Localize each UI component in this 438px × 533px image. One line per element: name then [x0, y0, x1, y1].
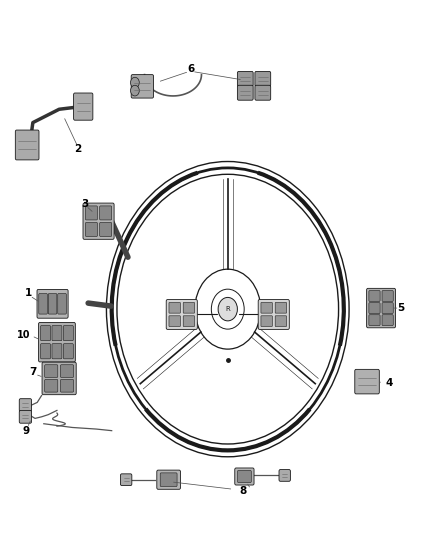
FancyBboxPatch shape [41, 344, 50, 359]
FancyBboxPatch shape [183, 316, 194, 326]
Text: 1: 1 [25, 288, 32, 298]
FancyBboxPatch shape [60, 379, 74, 392]
FancyBboxPatch shape [169, 316, 180, 326]
FancyBboxPatch shape [183, 303, 194, 313]
Circle shape [218, 297, 237, 321]
FancyBboxPatch shape [255, 85, 271, 100]
FancyBboxPatch shape [64, 326, 73, 341]
FancyBboxPatch shape [45, 365, 58, 377]
FancyBboxPatch shape [41, 326, 50, 341]
FancyBboxPatch shape [261, 303, 272, 313]
FancyBboxPatch shape [83, 203, 114, 239]
FancyBboxPatch shape [275, 303, 286, 313]
Text: 7: 7 [29, 367, 36, 377]
Text: 5: 5 [397, 303, 404, 313]
Text: 2: 2 [74, 144, 81, 154]
Text: 4: 4 [385, 378, 392, 387]
FancyBboxPatch shape [39, 322, 75, 362]
Text: 6: 6 [187, 64, 194, 74]
FancyBboxPatch shape [37, 289, 68, 318]
FancyBboxPatch shape [52, 344, 62, 359]
FancyBboxPatch shape [74, 93, 93, 120]
FancyBboxPatch shape [255, 71, 271, 86]
FancyBboxPatch shape [279, 470, 290, 481]
Text: 10: 10 [18, 330, 31, 340]
FancyBboxPatch shape [100, 222, 112, 237]
FancyBboxPatch shape [261, 316, 272, 326]
FancyBboxPatch shape [369, 290, 380, 301]
FancyBboxPatch shape [120, 474, 132, 486]
Circle shape [131, 85, 139, 96]
FancyBboxPatch shape [237, 71, 253, 86]
FancyBboxPatch shape [169, 303, 180, 313]
FancyBboxPatch shape [64, 344, 73, 359]
FancyBboxPatch shape [100, 206, 112, 220]
FancyBboxPatch shape [237, 471, 251, 482]
FancyBboxPatch shape [382, 315, 393, 326]
Circle shape [131, 77, 139, 88]
FancyBboxPatch shape [48, 294, 57, 314]
Text: R: R [226, 306, 230, 312]
FancyBboxPatch shape [235, 468, 254, 485]
FancyBboxPatch shape [369, 303, 380, 313]
FancyBboxPatch shape [60, 365, 74, 377]
FancyBboxPatch shape [42, 362, 76, 394]
FancyBboxPatch shape [58, 294, 66, 314]
Text: 8: 8 [240, 487, 247, 496]
FancyBboxPatch shape [166, 300, 197, 329]
FancyBboxPatch shape [19, 399, 32, 411]
FancyBboxPatch shape [15, 130, 39, 160]
FancyBboxPatch shape [52, 326, 62, 341]
FancyBboxPatch shape [369, 315, 380, 326]
FancyBboxPatch shape [85, 222, 97, 237]
FancyBboxPatch shape [160, 473, 177, 487]
FancyBboxPatch shape [258, 300, 290, 329]
FancyBboxPatch shape [367, 288, 396, 328]
FancyBboxPatch shape [19, 410, 32, 423]
FancyBboxPatch shape [382, 290, 393, 301]
FancyBboxPatch shape [45, 379, 58, 392]
Text: 9: 9 [23, 426, 30, 435]
Text: 3: 3 [82, 199, 89, 208]
FancyBboxPatch shape [382, 303, 393, 313]
FancyBboxPatch shape [39, 294, 47, 314]
FancyBboxPatch shape [355, 369, 379, 394]
FancyBboxPatch shape [237, 85, 253, 100]
FancyBboxPatch shape [275, 316, 286, 326]
FancyBboxPatch shape [131, 75, 153, 98]
FancyBboxPatch shape [85, 206, 97, 220]
FancyBboxPatch shape [157, 470, 180, 489]
